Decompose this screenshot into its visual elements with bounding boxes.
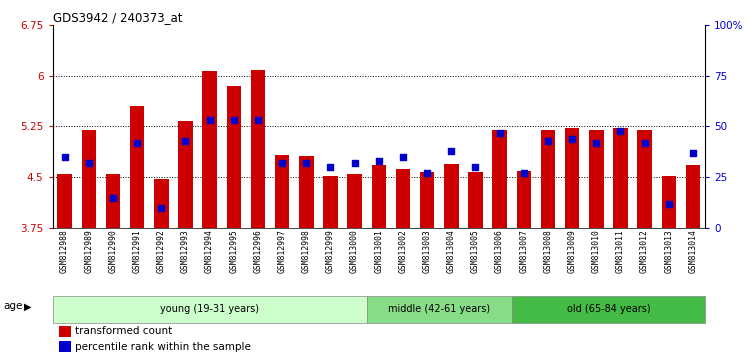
Bar [178, 121, 193, 228]
Bar [371, 165, 386, 228]
Point [228, 118, 240, 123]
Point [614, 128, 626, 133]
Point [542, 138, 554, 143]
Text: GSM812997: GSM812997 [278, 229, 286, 273]
Text: GSM812998: GSM812998 [302, 229, 310, 273]
Point [82, 160, 94, 166]
Point [58, 154, 70, 160]
Bar [638, 130, 652, 228]
Bar [226, 86, 241, 228]
Text: GSM813001: GSM813001 [374, 229, 383, 273]
Bar [367, 296, 512, 322]
Bar [154, 179, 169, 228]
Text: GSM813013: GSM813013 [664, 229, 674, 273]
Text: GSM812994: GSM812994 [205, 229, 214, 273]
Bar [347, 174, 362, 228]
Text: GSM812989: GSM812989 [84, 229, 93, 273]
Bar [517, 171, 531, 228]
Bar [274, 155, 290, 228]
Bar [53, 296, 367, 322]
Text: GSM812990: GSM812990 [109, 229, 118, 273]
Text: GSM813010: GSM813010 [592, 229, 601, 273]
Bar [512, 296, 705, 322]
Bar [130, 106, 144, 228]
Point [663, 201, 675, 206]
Bar [251, 70, 266, 228]
Point [687, 150, 699, 156]
Bar [323, 176, 338, 228]
Text: GSM813006: GSM813006 [495, 229, 504, 273]
Text: young (19-31 years): young (19-31 years) [160, 304, 259, 314]
Point [590, 140, 602, 145]
Text: GSM813005: GSM813005 [471, 229, 480, 273]
Text: percentile rank within the sample: percentile rank within the sample [75, 342, 251, 352]
Bar [565, 129, 579, 228]
Bar [59, 341, 70, 353]
Bar [299, 156, 314, 228]
Point [494, 130, 506, 135]
Point [397, 154, 409, 160]
Bar [492, 130, 507, 228]
Point [179, 138, 191, 143]
Text: GSM813002: GSM813002 [398, 229, 407, 273]
Text: GSM813004: GSM813004 [447, 229, 456, 273]
Text: GDS3942 / 240373_at: GDS3942 / 240373_at [53, 11, 182, 24]
Point [349, 160, 361, 166]
Text: old (65-84 years): old (65-84 years) [566, 304, 650, 314]
Bar [57, 174, 72, 228]
Bar [468, 172, 483, 228]
Text: GSM813009: GSM813009 [568, 229, 577, 273]
Bar [106, 174, 120, 228]
Bar [420, 172, 434, 228]
Point [446, 148, 458, 154]
Bar [396, 169, 410, 228]
Text: GSM812992: GSM812992 [157, 229, 166, 273]
Point [518, 170, 530, 176]
Point [107, 195, 119, 200]
Bar [662, 176, 676, 228]
Text: GSM812991: GSM812991 [133, 229, 142, 273]
Text: GSM812999: GSM812999 [326, 229, 335, 273]
Point [300, 160, 312, 166]
Point [470, 164, 482, 170]
Point [131, 140, 143, 145]
Bar [686, 165, 700, 228]
Text: GSM813008: GSM813008 [544, 229, 553, 273]
Bar [59, 326, 70, 337]
Point [566, 136, 578, 142]
Text: GSM812988: GSM812988 [60, 229, 69, 273]
Bar [541, 130, 555, 228]
Text: age: age [4, 301, 23, 311]
Bar [589, 130, 604, 228]
Text: GSM812996: GSM812996 [254, 229, 262, 273]
Text: GSM813000: GSM813000 [350, 229, 359, 273]
Text: GSM813012: GSM813012 [640, 229, 649, 273]
Text: transformed count: transformed count [75, 326, 172, 336]
Text: GSM813007: GSM813007 [519, 229, 528, 273]
Text: middle (42-61 years): middle (42-61 years) [388, 304, 490, 314]
Bar [614, 129, 628, 228]
Bar [444, 164, 458, 228]
Point [276, 160, 288, 166]
Point [421, 170, 433, 176]
Text: GSM813011: GSM813011 [616, 229, 625, 273]
Point [203, 118, 215, 123]
Point [155, 205, 167, 211]
Text: GSM813003: GSM813003 [422, 229, 431, 273]
Text: ▶: ▶ [24, 302, 32, 312]
Point [252, 118, 264, 123]
Bar [202, 71, 217, 228]
Text: GSM813014: GSM813014 [688, 229, 698, 273]
Point [325, 164, 337, 170]
Point [373, 158, 385, 164]
Point [638, 140, 650, 145]
Text: GSM812993: GSM812993 [181, 229, 190, 273]
Bar [82, 130, 96, 228]
Text: GSM812995: GSM812995 [230, 229, 238, 273]
